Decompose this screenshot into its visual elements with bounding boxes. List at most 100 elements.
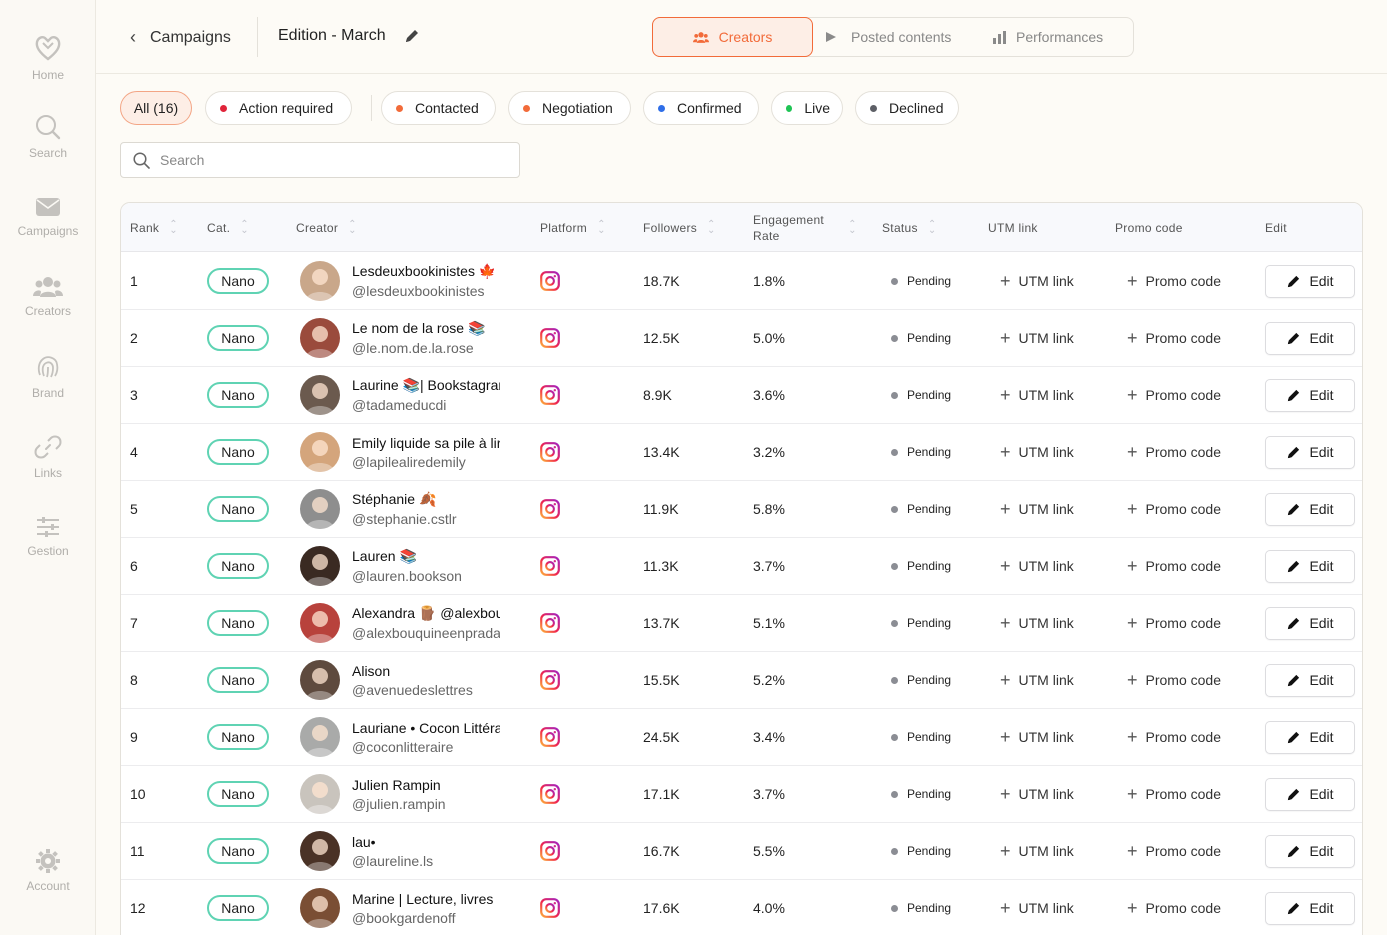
instagram-icon[interactable] — [540, 670, 560, 690]
edit-button[interactable]: Edit — [1265, 321, 1355, 355]
creator-cell[interactable]: Julien Rampin @julien.rampin — [300, 766, 500, 822]
column-platform[interactable]: Platform ⌃ ⌄ — [540, 203, 606, 252]
column-status[interactable]: Status ⌃ ⌄ — [882, 203, 937, 252]
edit-button[interactable]: Edit — [1265, 549, 1355, 583]
followers-value: 8.9K — [643, 387, 672, 403]
filter-action-required[interactable]: Action required — [205, 91, 352, 125]
add-utm-link-button[interactable]: + UTM link — [1000, 556, 1074, 577]
filter-divider — [371, 95, 372, 121]
engagement-value: 5.5% — [753, 843, 785, 859]
edit-button[interactable]: Edit — [1265, 777, 1355, 811]
filter-contacted[interactable]: Contacted — [381, 91, 496, 125]
nav-search[interactable]: Search — [0, 113, 96, 160]
add-promo-code-button[interactable]: + Promo code — [1127, 499, 1221, 520]
add-promo-code-button[interactable]: + Promo code — [1127, 328, 1221, 349]
edit-button[interactable]: Edit — [1265, 378, 1355, 412]
edit-label: Edit — [1309, 558, 1334, 574]
add-utm-link-button[interactable]: + UTM link — [1000, 727, 1074, 748]
add-promo-code-button[interactable]: + Promo code — [1127, 727, 1221, 748]
add-promo-code-button[interactable]: + Promo code — [1127, 898, 1221, 919]
add-utm-link-button[interactable]: + UTM link — [1000, 898, 1074, 919]
add-promo-code-button[interactable]: + Promo code — [1127, 613, 1221, 634]
plus-icon: + — [1000, 270, 1011, 291]
edit-button[interactable]: Edit — [1265, 606, 1355, 640]
add-promo-code-button[interactable]: + Promo code — [1127, 556, 1221, 577]
instagram-icon[interactable] — [540, 271, 560, 291]
instagram-icon[interactable] — [540, 784, 560, 804]
add-promo-code-button[interactable]: + Promo code — [1127, 271, 1221, 292]
add-promo-code-button[interactable]: + Promo code — [1127, 442, 1221, 463]
creator-cell[interactable]: Alexandra 🪵 @alexbouquine @alexbouquineen… — [300, 595, 500, 651]
add-utm-link-button[interactable]: + UTM link — [1000, 613, 1074, 634]
back-to-campaigns-link[interactable]: ‹ Campaigns — [130, 27, 231, 48]
column-rank[interactable]: Rank ⌃ ⌄ — [130, 203, 178, 252]
add-utm-link-button[interactable]: + UTM link — [1000, 328, 1074, 349]
creator-cell[interactable]: Laurine 📚| Bookstagram @tadameducdi — [300, 367, 500, 423]
instagram-icon[interactable] — [540, 613, 560, 633]
instagram-icon[interactable] — [540, 841, 560, 861]
instagram-icon[interactable] — [540, 328, 560, 348]
instagram-icon[interactable] — [540, 727, 560, 747]
add-utm-link-button[interactable]: + UTM link — [1000, 784, 1074, 805]
add-utm-link-button[interactable]: + UTM link — [1000, 841, 1074, 862]
instagram-icon[interactable] — [540, 385, 560, 405]
instagram-icon[interactable] — [540, 499, 560, 519]
nav-gestion[interactable]: Gestion — [0, 515, 96, 558]
status-cell: Pending — [891, 880, 951, 935]
search-input[interactable] — [160, 152, 500, 168]
status-dot — [891, 676, 898, 684]
column-engagement-rate[interactable]: Engagement Rate ⌃ ⌄ — [753, 203, 857, 252]
add-utm-link-button[interactable]: + UTM link — [1000, 499, 1074, 520]
creator-cell[interactable]: Emily liquide sa pile à lire @lapilealire… — [300, 424, 500, 480]
edit-button[interactable]: Edit — [1265, 264, 1355, 298]
add-utm-link-button[interactable]: + UTM link — [1000, 271, 1074, 292]
nav-creators[interactable]: Creators — [0, 275, 96, 318]
column-category[interactable]: Cat. ⌃ ⌄ — [207, 203, 249, 252]
creator-cell[interactable]: Alison @avenuedeslettres — [300, 652, 500, 708]
filter-negotiation[interactable]: Negotiation — [508, 91, 631, 125]
creator-cell[interactable]: Marine | Lecture, livres @bookgardenoff — [300, 880, 500, 935]
add-utm-link-button[interactable]: + UTM link — [1000, 385, 1074, 406]
pencil-icon[interactable] — [404, 28, 420, 44]
table-header: Rank ⌃ ⌄ Cat. ⌃ ⌄ Creator ⌃ ⌄ Platform ⌃ ⌄ Follo… — [121, 203, 1362, 252]
edit-button[interactable]: Edit — [1265, 492, 1355, 526]
edit-button[interactable]: Edit — [1265, 663, 1355, 697]
creator-cell[interactable]: Lesdeuxbookinistes 🍁 @lesdeuxbookinistes — [300, 253, 500, 309]
filter-all[interactable]: All (16) — [120, 91, 192, 125]
edit-button[interactable]: Edit — [1265, 834, 1355, 868]
pencil-icon — [1288, 788, 1300, 800]
add-promo-code-button[interactable]: + Promo code — [1127, 784, 1221, 805]
creator-cell[interactable]: Lauriane • Cocon Littéraire @coconlittera… — [300, 709, 500, 765]
instagram-icon[interactable] — [540, 898, 560, 918]
instagram-icon[interactable] — [540, 442, 560, 462]
nav-home[interactable]: Home — [0, 33, 96, 82]
status-dot — [658, 104, 665, 112]
column-followers[interactable]: Followers ⌃ ⌄ — [643, 203, 716, 252]
add-promo-code-button[interactable]: + Promo code — [1127, 841, 1221, 862]
nav-links[interactable]: Links — [0, 433, 96, 480]
nav-account[interactable]: Account — [0, 848, 96, 893]
tab-performances[interactable]: Performances — [993, 17, 1103, 57]
creator-name: Alison — [352, 662, 391, 679]
add-promo-code-button[interactable]: + Promo code — [1127, 670, 1221, 691]
add-utm-link-button[interactable]: + UTM link — [1000, 670, 1074, 691]
creator-name: Lesdeuxbookinistes 🍁 — [352, 263, 497, 279]
add-utm-link-button[interactable]: + UTM link — [1000, 442, 1074, 463]
filter-confirmed[interactable]: Confirmed — [643, 91, 759, 125]
creator-cell[interactable]: Lauren 📚 @lauren.bookson — [300, 538, 500, 594]
edit-button[interactable]: Edit — [1265, 891, 1355, 925]
instagram-icon[interactable] — [540, 556, 560, 576]
tab-posted-contents[interactable]: Posted contents — [825, 17, 951, 57]
creator-cell[interactable]: Stéphanie 🍂 @stephanie.cstlr — [300, 481, 500, 537]
nav-campaigns[interactable]: Campaigns — [0, 195, 96, 238]
filter-declined[interactable]: Declined — [855, 91, 959, 125]
tab-creators[interactable]: Creators — [652, 17, 813, 57]
creator-cell[interactable]: lau• @laureline.ls — [300, 823, 500, 879]
nav-brand[interactable]: Brand — [0, 353, 96, 400]
column-creator[interactable]: Creator ⌃ ⌄ — [296, 203, 357, 252]
edit-button[interactable]: Edit — [1265, 720, 1355, 754]
edit-button[interactable]: Edit — [1265, 435, 1355, 469]
creator-cell[interactable]: Le nom de la rose 📚 @le.nom.de.la.rose — [300, 310, 500, 366]
add-promo-code-button[interactable]: + Promo code — [1127, 385, 1221, 406]
filter-live[interactable]: Live — [771, 91, 843, 125]
